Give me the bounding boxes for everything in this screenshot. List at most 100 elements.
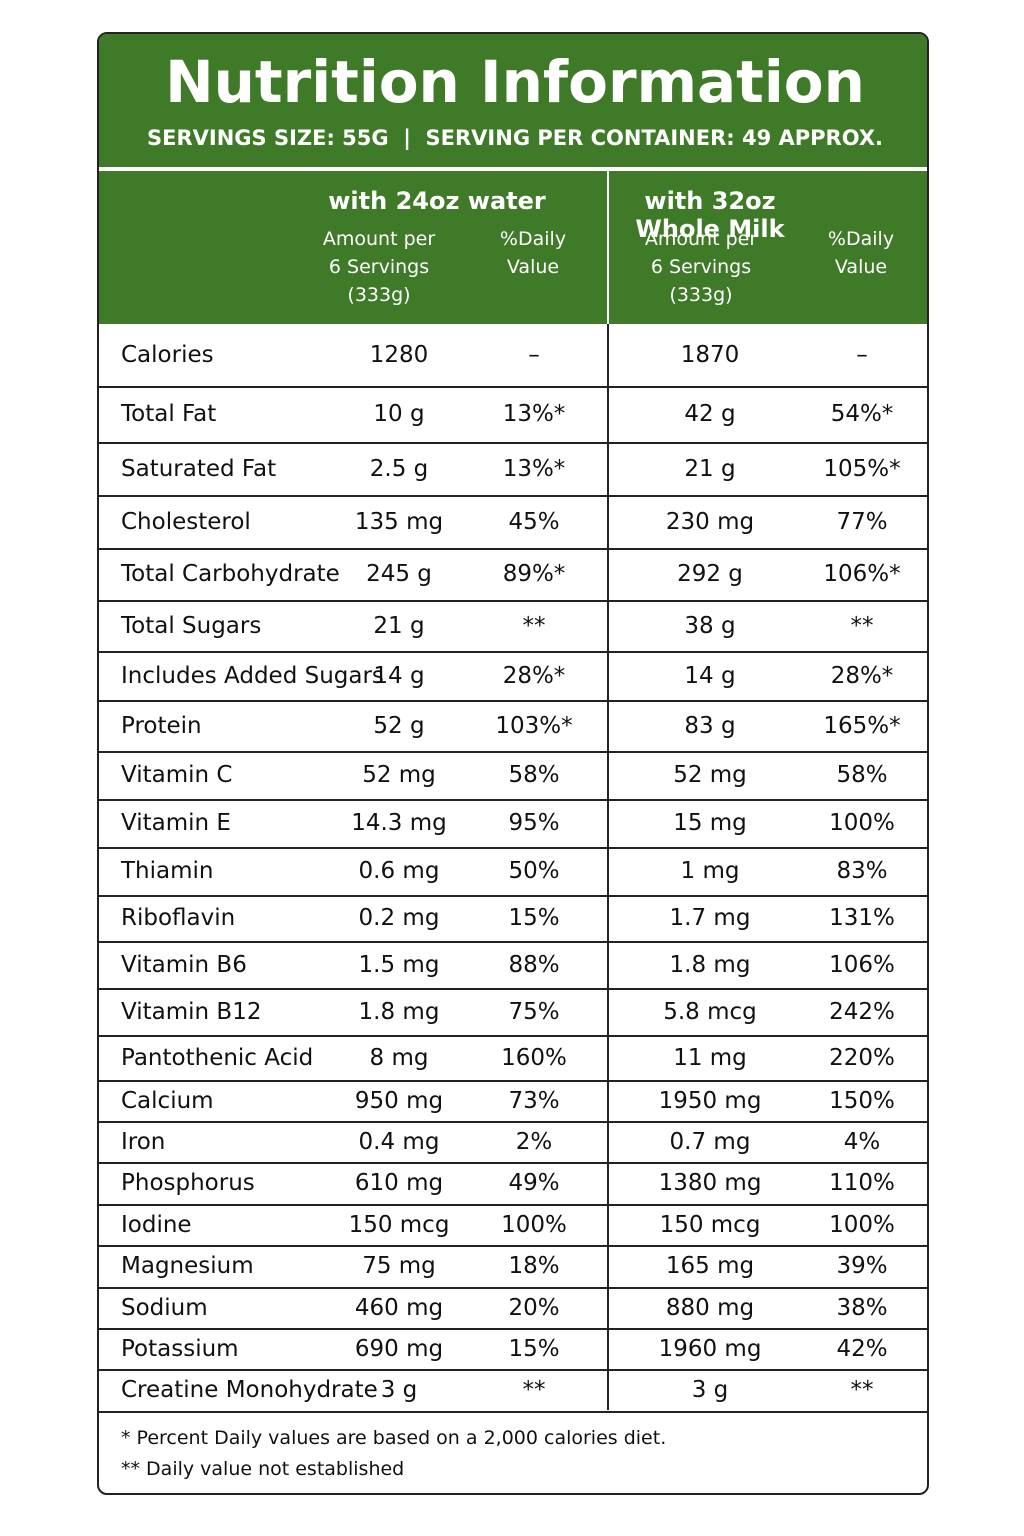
cell-value: 73% (508, 1087, 560, 1114)
cell-value: 460 mg (354, 1294, 444, 1321)
row-label: Phosphorus (121, 1170, 255, 1196)
row-label: Total Sugars (121, 612, 262, 639)
row-label: Magnesium (121, 1253, 254, 1279)
cell-value: 0.4 mg (358, 1128, 440, 1155)
row-label: Vitamin B6 (121, 951, 247, 978)
cell-value: 10 g (373, 401, 425, 427)
row-label: Sodium (121, 1294, 208, 1321)
row-line (99, 847, 927, 849)
cell-value: – (528, 341, 540, 368)
cell-value: 131% (829, 905, 895, 931)
cell-value: ** (850, 612, 874, 639)
row-label: Cholesterol (121, 508, 251, 535)
cell-value: 8 mg (369, 1044, 429, 1071)
cell-value: 0.7 mg (669, 1128, 751, 1155)
cell-value: 75 mg (362, 1253, 436, 1279)
footnote: * Percent Daily values are based on a 2,… (121, 1427, 667, 1449)
cell-value: 42% (836, 1335, 888, 1362)
cell-value: 50% (508, 858, 560, 884)
amount-header: 6 Servings (328, 256, 430, 278)
cell-value: 14.3 mg (351, 810, 447, 836)
nutrition-panel: Nutrition Information SERVINGS SIZE: 55G… (97, 32, 929, 1495)
row-line (99, 548, 927, 550)
cell-value: 245 g (366, 561, 432, 587)
cell-value: 54%* (830, 401, 894, 427)
cell-value: 89%* (502, 561, 566, 587)
cell-value: 880 mg (665, 1294, 755, 1321)
row-label: Vitamin E (121, 810, 231, 836)
amount-header: (333g) (669, 284, 733, 306)
cell-value: 15% (508, 1335, 560, 1362)
cell-value: 13%* (502, 455, 566, 482)
footnote: ** Daily value not established (121, 1458, 405, 1480)
cell-value: 1 mg (680, 858, 740, 884)
row-line (99, 895, 927, 897)
cell-value: 39% (836, 1253, 888, 1279)
row-line (99, 386, 927, 388)
row-label: Calories (121, 341, 214, 368)
cell-value: 230 mg (665, 508, 755, 535)
cell-value: 242% (829, 998, 895, 1025)
row-label: Pantothenic Acid (121, 1044, 314, 1071)
row-line (99, 1035, 927, 1037)
cell-value: 52 mg (362, 762, 436, 788)
row-line (99, 1245, 927, 1247)
row-label: Saturated Fat (121, 455, 277, 482)
cell-value: 2% (515, 1128, 553, 1155)
cell-value: 75% (508, 998, 560, 1025)
cell-value: 28%* (830, 662, 894, 689)
amount-header: Amount per (322, 228, 436, 250)
cell-value: 52 mg (673, 762, 747, 788)
cell-value: 110% (829, 1170, 895, 1196)
cell-value: 18% (508, 1253, 560, 1279)
row-line (99, 600, 927, 602)
cell-value: 1.5 mg (358, 951, 440, 978)
group-name: with 24oz water (328, 187, 546, 215)
row-label: Total Fat (121, 401, 217, 427)
cell-value: 58% (508, 762, 560, 788)
cell-value: 292 g (677, 561, 743, 587)
cell-value: 38% (836, 1294, 888, 1321)
cell-value: 20% (508, 1294, 560, 1321)
cell-value: 45% (508, 508, 560, 535)
cell-value: 1.8 mg (669, 951, 751, 978)
row-line (99, 1121, 927, 1123)
row-line (99, 1369, 927, 1371)
cell-value: 105%* (823, 455, 901, 482)
cell-value: 1.7 mg (669, 905, 751, 931)
cell-value: 100% (501, 1211, 567, 1238)
row-line (99, 1162, 927, 1164)
cell-value: 15% (508, 905, 560, 931)
row-line (99, 1328, 927, 1330)
cell-value: 42 g (684, 401, 736, 427)
row-label: Vitamin B12 (121, 998, 262, 1025)
cell-value: 3 g (691, 1377, 729, 1403)
cell-value: 95% (508, 810, 560, 836)
cell-value: 103%* (495, 712, 573, 739)
row-line (99, 1204, 927, 1206)
cell-value: 690 mg (354, 1335, 444, 1362)
cell-value: 4% (843, 1128, 881, 1155)
row-line (99, 941, 927, 943)
row-label: Iron (121, 1128, 166, 1155)
cell-value: 1960 mg (658, 1335, 762, 1362)
cell-value: 1.8 mg (358, 998, 440, 1025)
row-label: Potassium (121, 1335, 239, 1362)
daily-header: %Daily (827, 228, 895, 250)
cell-value: ** (522, 1377, 546, 1403)
cell-value: 13%* (502, 401, 566, 427)
cell-value: 106% (829, 951, 895, 978)
cell-value: 165 mg (665, 1253, 755, 1279)
cell-value: 150 mcg (659, 1211, 761, 1238)
cell-value: 150 mcg (348, 1211, 450, 1238)
row-line (99, 495, 927, 497)
cell-value: 3 g (380, 1377, 418, 1403)
row-line (99, 1080, 927, 1082)
row-line (99, 1411, 927, 1413)
cell-value: 160% (501, 1044, 567, 1071)
cell-value: 28%* (502, 662, 566, 689)
daily-header: %Daily (499, 228, 567, 250)
cell-value: 1380 mg (658, 1170, 762, 1196)
cell-value: 14 g (373, 662, 425, 689)
